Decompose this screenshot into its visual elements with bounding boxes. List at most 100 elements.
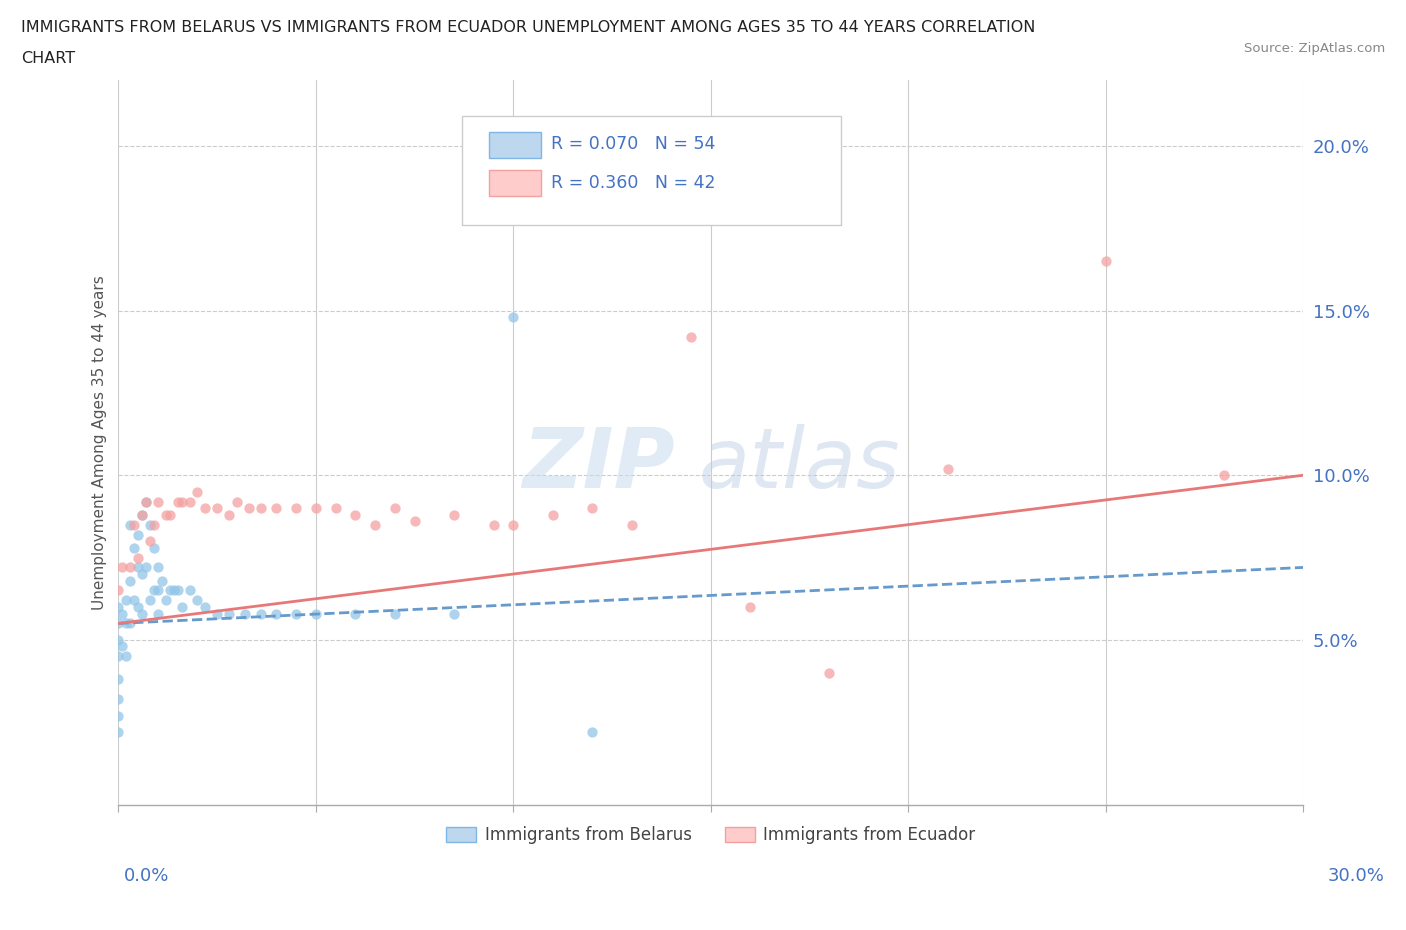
Point [266,500,288,515]
Point [1213,468,1236,483]
Point [146,560,169,575]
FancyBboxPatch shape [489,170,541,196]
Point [205,500,228,515]
Point [150,573,173,588]
Point [135,494,157,509]
Point [155,593,177,608]
Text: R = 0.070   N = 54: R = 0.070 N = 54 [551,135,716,153]
Point [127,600,149,615]
Point [131,566,153,581]
Legend: Immigrants from Belarus, Immigrants from Ecuador: Immigrants from Belarus, Immigrants from… [440,819,981,851]
Point [131,508,153,523]
Point [107,632,129,647]
Point [127,551,149,565]
Point [115,593,138,608]
Point [166,583,188,598]
Point [443,606,465,621]
Point [115,649,138,664]
Point [146,494,169,509]
Point [143,540,166,555]
Text: CHART: CHART [21,51,75,66]
Point [384,500,406,515]
Point [502,517,524,532]
Point [159,508,181,523]
Point [344,606,367,621]
FancyBboxPatch shape [463,116,841,225]
Point [120,616,142,631]
Point [143,583,166,598]
Point [482,517,505,532]
Point [305,500,328,515]
Point [107,649,129,664]
Text: IMMIGRANTS FROM BELARUS VS IMMIGRANTS FROM ECUADOR UNEMPLOYMENT AMONG AGES 35 TO: IMMIGRANTS FROM BELARUS VS IMMIGRANTS FR… [21,20,1035,35]
Point [818,665,841,680]
Point [179,583,201,598]
Point [581,724,603,739]
Point [135,494,157,509]
Point [131,606,153,621]
Point [179,494,201,509]
Point [107,724,129,739]
Point [936,461,959,476]
Point [115,616,138,631]
Point [502,310,524,325]
Point [111,639,134,654]
Point [127,527,149,542]
Point [122,540,145,555]
Point [249,606,271,621]
Point [620,517,643,532]
Point [170,600,193,615]
Point [194,600,217,615]
Point [266,606,288,621]
Point [107,708,129,723]
Point [541,508,564,523]
Point [143,517,166,532]
Point [384,606,406,621]
Text: 30.0%: 30.0% [1329,867,1385,884]
Point [155,508,177,523]
Point [127,560,149,575]
Point [120,560,142,575]
Point [218,508,240,523]
Point [325,500,347,515]
Point [194,500,217,515]
Point [166,494,188,509]
Point [226,494,249,509]
Point [111,606,134,621]
Point [238,500,260,515]
Point [186,593,208,608]
Text: atlas: atlas [699,423,901,505]
Point [107,672,129,687]
Point [581,500,603,515]
Point [205,606,228,621]
Point [249,500,271,515]
Point [107,583,129,598]
Point [218,606,240,621]
Point [740,600,762,615]
Point [131,508,153,523]
Point [233,606,256,621]
Point [285,606,308,621]
Point [146,606,169,621]
Point [120,573,142,588]
Point [107,616,129,631]
Point [305,606,328,621]
Point [170,494,193,509]
Point [111,560,134,575]
Point [139,534,162,549]
Point [120,517,142,532]
Point [443,508,465,523]
Point [122,517,145,532]
Point [139,593,162,608]
Point [186,485,208,499]
Y-axis label: Unemployment Among Ages 35 to 44 years: Unemployment Among Ages 35 to 44 years [93,275,107,610]
Point [364,517,387,532]
Point [146,583,169,598]
Point [681,329,703,344]
Point [107,600,129,615]
Point [285,500,308,515]
Text: 0.0%: 0.0% [124,867,169,884]
Point [122,593,145,608]
Point [159,583,181,598]
Point [344,508,367,523]
